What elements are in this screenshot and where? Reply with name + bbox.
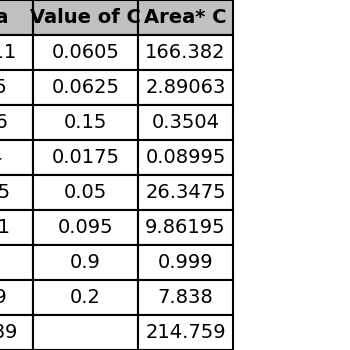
Bar — [138, 245, 233, 280]
Bar — [138, 140, 233, 175]
Bar — [138, 0, 233, 35]
Bar — [33, 0, 138, 35]
Text: 36: 36 — [0, 113, 8, 132]
Text: ea: ea — [0, 8, 9, 27]
Text: 0.05: 0.05 — [64, 183, 107, 202]
Text: 0.0625: 0.0625 — [51, 78, 119, 97]
Text: 0.0605: 0.0605 — [51, 43, 119, 62]
Text: 0.3504: 0.3504 — [152, 113, 219, 132]
Text: .81: .81 — [0, 218, 11, 237]
Text: 9.86195: 9.86195 — [145, 218, 226, 237]
Text: 0.11: 0.11 — [0, 43, 17, 62]
Text: 25: 25 — [0, 78, 8, 97]
Text: 214.759: 214.759 — [145, 323, 226, 342]
Text: 0.15: 0.15 — [64, 113, 107, 132]
Bar — [0, 105, 33, 140]
Text: 0.2: 0.2 — [70, 288, 101, 307]
Bar — [33, 280, 138, 315]
Bar — [0, 280, 33, 315]
Bar — [0, 70, 33, 105]
Text: 0.095: 0.095 — [58, 218, 113, 237]
Text: Area* C: Area* C — [144, 8, 227, 27]
Bar — [33, 140, 138, 175]
Text: 4: 4 — [0, 148, 2, 167]
Text: 0.999: 0.999 — [158, 253, 213, 272]
Text: 26.3475: 26.3475 — [145, 183, 226, 202]
Bar — [33, 70, 138, 105]
Bar — [0, 315, 33, 350]
Bar — [138, 175, 233, 210]
Bar — [33, 35, 138, 70]
Bar — [138, 210, 233, 245]
Text: 19: 19 — [0, 288, 8, 307]
Bar — [0, 210, 33, 245]
Bar — [138, 35, 233, 70]
Text: 166.382: 166.382 — [145, 43, 226, 62]
Bar — [0, 175, 33, 210]
Bar — [0, 245, 33, 280]
Bar — [0, 140, 33, 175]
Text: 7.838: 7.838 — [158, 288, 214, 307]
Bar — [0, 0, 33, 35]
Text: Value of C: Value of C — [30, 8, 141, 27]
Text: .95: .95 — [0, 183, 11, 202]
Bar — [33, 105, 138, 140]
Bar — [33, 315, 138, 350]
Text: 0.08995: 0.08995 — [145, 148, 226, 167]
Text: 2.89063: 2.89063 — [145, 78, 226, 97]
Text: 0.0175: 0.0175 — [51, 148, 119, 167]
Bar — [0, 35, 33, 70]
Text: 0.9: 0.9 — [70, 253, 101, 272]
Bar — [33, 245, 138, 280]
Bar — [33, 175, 138, 210]
Bar — [138, 315, 233, 350]
Bar — [138, 280, 233, 315]
Bar — [138, 105, 233, 140]
Bar — [138, 70, 233, 105]
Text: 4.89: 4.89 — [0, 323, 17, 342]
Bar — [33, 210, 138, 245]
Text: 1: 1 — [0, 253, 2, 272]
